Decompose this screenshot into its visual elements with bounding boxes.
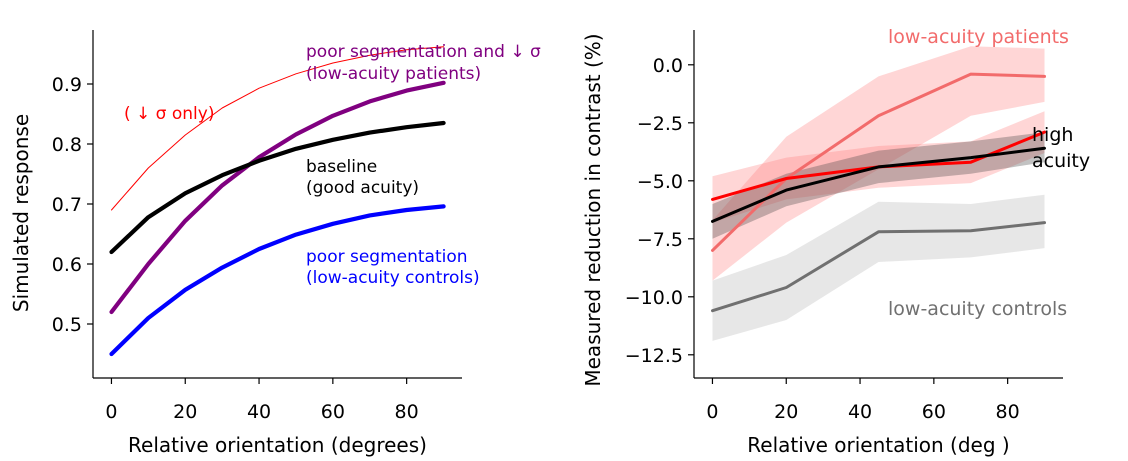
x-tick-label: 40 xyxy=(848,401,872,423)
annotation-baseline: baseline xyxy=(306,157,377,177)
y-tick-label: 0.8 xyxy=(52,134,82,156)
x-tick-label: 80 xyxy=(996,401,1020,423)
y-tick-label: −2.5 xyxy=(637,113,683,135)
series-line-poor_seg xyxy=(109,204,446,357)
annotation-sigma_only: ( ↓ σ only) xyxy=(124,104,214,124)
x-tick-label: 60 xyxy=(922,401,946,423)
y-tick-label: 0.6 xyxy=(52,254,82,276)
y-tick-label: −5.0 xyxy=(637,171,683,193)
series-line-sigma_only xyxy=(111,46,445,211)
series-line-low_acuity_patients xyxy=(711,72,1046,252)
x-tick-label: 60 xyxy=(321,401,345,423)
y-axis-label: Measured reduction in contrast (%) xyxy=(581,33,605,386)
x-axis-label: Relative orientation (degrees) xyxy=(128,433,427,457)
right-panel-measured-reduction: 0 20 40 60 80 −12.5 −10.0 −7.5 −5.0 −2.5 0.0 Relati… xyxy=(581,26,1090,457)
y-tick-label: −12.5 xyxy=(625,345,683,367)
annotation-low_acuity_controls: low-acuity controls xyxy=(888,298,1067,320)
series-line-high_acuity xyxy=(711,146,1046,223)
annotation-poor_seg_and_sigma: poor segmentation and ↓ σ xyxy=(306,42,541,62)
annotation-high_acuity: high xyxy=(1032,124,1073,146)
left-panel-simulated-response: 0 20 40 60 80 0.5 0.6 0.7 0.8 0.9 Relative orienta… xyxy=(9,30,541,457)
y-tick-label: 0.9 xyxy=(52,74,82,96)
x-tick-label: 20 xyxy=(774,401,798,423)
y-tick-label: 0.7 xyxy=(52,194,82,216)
annotation-poor_seg: (low-acuity controls) xyxy=(306,268,480,288)
x-axis-label: Relative orientation (deg ) xyxy=(747,433,1009,457)
x-tick-label: 0 xyxy=(706,401,718,423)
annotation-poor_seg: poor segmentation xyxy=(306,247,468,267)
y-tick-label: 0.5 xyxy=(52,314,82,336)
annotation-low_acuity_patients: low-acuity patients xyxy=(888,26,1069,48)
x-tick-label: 20 xyxy=(173,401,197,423)
y-tick-label: 0.0 xyxy=(653,55,683,77)
series-line-poor_seg_and_sigma xyxy=(109,80,446,315)
series-line-low_acuity_controls xyxy=(711,221,1046,313)
x-tick-label: 40 xyxy=(247,401,271,423)
x-tick-label: 80 xyxy=(395,401,419,423)
annotation-poor_seg_and_sigma: (low-acuity patients) xyxy=(306,64,481,84)
y-tick-label: −10.0 xyxy=(625,287,683,309)
confidence-band-low_acuity_patients xyxy=(712,46,1045,281)
y-tick-label: −7.5 xyxy=(637,229,683,251)
y-axis-label: Simulated response xyxy=(9,114,33,312)
x-tick-label: 0 xyxy=(105,401,117,423)
annotation-baseline: (good acuity) xyxy=(306,178,419,198)
annotation-high_acuity: acuity xyxy=(1032,150,1090,172)
series-line-baseline xyxy=(109,120,446,255)
